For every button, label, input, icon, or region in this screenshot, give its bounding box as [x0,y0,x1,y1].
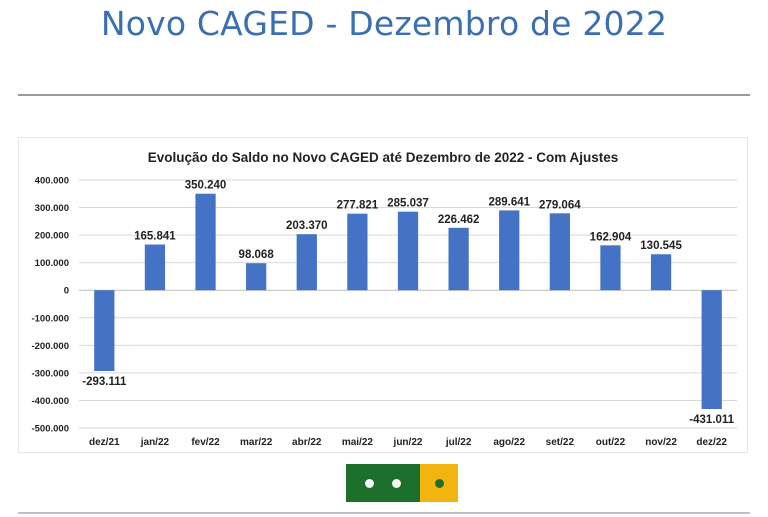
bar-set-22 [549,213,570,291]
bar-dez-22 [701,290,722,409]
x-category-label: dez/21 [89,437,120,448]
data-label: 130.545 [640,240,682,252]
data-label: 98.068 [239,249,275,261]
saldo-bar-chart: Evolução do Saldo no Novo CAGED até Deze… [31,150,737,448]
x-category-label: set/22 [546,437,575,448]
bar-ago-22 [499,210,520,291]
chart-title: Evolução do Saldo no Novo CAGED até Deze… [148,150,619,165]
y-tick-label: -500.000 [31,424,69,435]
y-tick-label: 400.000 [35,176,69,187]
bar-dez-21 [94,290,115,371]
data-label: 350.240 [185,180,227,192]
x-axis-categories: dez/21 jan/22 fev/22 mar/22 abr/22 mai/22 jun/… [89,437,727,448]
bar-jun-22 [397,211,419,291]
y-tick-label: -300.000 [31,368,69,379]
x-category-label: jul/22 [445,437,472,448]
top-divider [18,94,750,96]
bar-jul-22 [448,227,469,291]
data-label: 226.462 [438,214,480,226]
bar-fev-22 [195,193,216,291]
bottom-divider [18,512,750,514]
y-tick-label: 200.000 [35,231,69,242]
x-category-label: mai/22 [342,437,374,448]
data-label: 165.841 [134,231,176,243]
y-tick-label: 0 [64,286,69,297]
x-category-label: mar/22 [240,437,273,448]
pager-dot-1[interactable] [365,478,374,488]
data-label: 162.904 [590,231,632,243]
bar-mai-22 [347,213,368,291]
x-category-label: ago/22 [493,437,525,448]
y-tick-label: -400.000 [31,396,69,407]
slide-pager [346,464,458,502]
bar-out-22 [600,245,621,291]
data-label: -293.111 [82,376,127,388]
data-label: 289.641 [488,196,530,208]
x-category-label: fev/22 [191,437,220,448]
page-title: Novo CAGED - Dezembro de 2022 [100,4,668,43]
x-category-label: dez/22 [696,437,727,448]
y-tick-label: 100.000 [35,258,69,269]
x-category-label: abr/22 [292,437,322,448]
x-category-label: jun/22 [393,437,423,448]
y-tick-label: 300.000 [35,203,69,214]
data-label: -431.011 [689,414,734,426]
pager-inactive-group [346,464,420,502]
x-category-label: nov/22 [645,437,677,448]
data-label: 203.370 [286,220,328,232]
data-label: 279.064 [539,199,581,211]
x-category-label: out/22 [596,437,626,448]
x-category-label: jan/22 [140,437,170,448]
data-label: 285.037 [387,198,429,210]
chart-bars [94,193,722,409]
pager-dot-2[interactable] [392,478,401,488]
chart-card: Evolução do Saldo no Novo CAGED até Deze… [18,137,748,453]
y-tick-label: -200.000 [31,341,69,352]
pager-active-segment [420,464,458,502]
bar-jan-22 [144,244,166,291]
data-label: 277.821 [337,200,379,212]
pager-dot-3[interactable] [434,478,444,488]
bar-nov-22 [650,254,672,291]
bar-abr-22 [296,234,317,291]
y-axis-ticks: 400.000 300.000 200.000 100.000 0 -100.000 -20… [31,176,69,435]
bar-mar-22 [246,263,267,291]
chart-data-labels: -293.111 165.841 350.240 98.068 203.370 277.8… [82,180,734,426]
y-tick-label: -100.000 [31,313,69,324]
